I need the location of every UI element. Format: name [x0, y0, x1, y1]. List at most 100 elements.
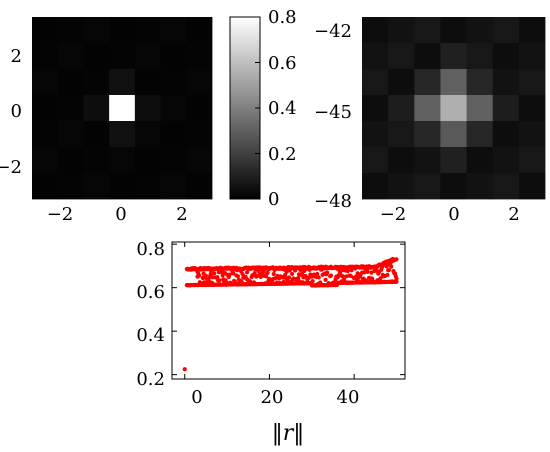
- scatter-point: [271, 271, 276, 277]
- heatmap-left-cell: [109, 121, 136, 148]
- heatmap-left-cell: [109, 173, 136, 200]
- heatmap-left-cell: [186, 147, 213, 174]
- scatter-point: [196, 273, 202, 278]
- scatter-point: [286, 275, 292, 280]
- scatter-point: [223, 278, 228, 283]
- heatmap-right-cell: [440, 69, 467, 96]
- scatter-point: [217, 278, 222, 283]
- heatmap-right-cell: [518, 43, 546, 70]
- heatmap-right-xtick-right: 2: [508, 204, 519, 225]
- scatter-xtick-0: 0: [191, 387, 202, 408]
- scatter-point: [215, 275, 220, 280]
- heatmap-left-cell: [134, 43, 161, 70]
- heatmap-right-cell: [388, 69, 415, 96]
- heatmap-right-cell: [492, 147, 520, 174]
- heatmap-left-xtick-left: −2: [47, 204, 74, 225]
- scatter-point: [283, 272, 288, 277]
- heatmap-right-cell: [414, 95, 441, 122]
- heatmap-left-cell: [32, 95, 59, 122]
- heatmap-right-cell: [440, 173, 467, 200]
- heatmap-left-ytick-bottom: −2: [0, 157, 22, 178]
- heatmap-left-cell: [32, 17, 59, 44]
- heatmap-right-cell: [518, 17, 546, 44]
- heatmap-right-xtick-mid: 0: [448, 204, 459, 225]
- heatmap-left-xtick-right: 2: [176, 204, 187, 225]
- heatmap-left-cell: [32, 69, 59, 96]
- scatter-xtick-20: 20: [261, 387, 284, 408]
- heatmap-right-cell: [388, 17, 415, 44]
- heatmap-left-cell: [160, 95, 187, 122]
- scatter-point: [325, 270, 330, 275]
- heatmap-right-cell: [362, 17, 389, 44]
- heatmap-left-cell: [32, 121, 59, 148]
- heatmap-right-cell: [492, 43, 520, 70]
- heatmap-left-cell: [160, 69, 187, 96]
- heatmap-left-cell: [160, 43, 187, 70]
- heatmap-left-cell: [109, 17, 136, 44]
- colorbar: 0.8 0.6 0.4 0.2 0: [229, 7, 297, 210]
- scatter-points: [182, 256, 399, 372]
- heatmap-right-cell: [414, 121, 441, 148]
- heatmap-right-cell: [492, 17, 520, 44]
- scatter-ytick-0.6: 0.6: [136, 282, 165, 303]
- heatmap-left: 2 0 −2 −2 0 2: [0, 17, 213, 225]
- scatter-point: [212, 271, 217, 276]
- scatter-point: [328, 273, 334, 278]
- heatmap-right: −42 −45 −48 −2 0 2: [314, 17, 546, 225]
- scatter-ytick-0.2: 0.2: [136, 369, 165, 390]
- scatter-xlabel: ‖r‖: [272, 421, 305, 446]
- heatmap-right-cell: [492, 173, 520, 200]
- heatmap-right-cell: [492, 69, 520, 96]
- heatmap-right-cell: [414, 43, 441, 70]
- heatmap-left-ytick-mid: 0: [11, 101, 22, 122]
- heatmap-left-cell: [134, 121, 161, 148]
- scatter-point: [385, 272, 390, 278]
- scatter-point: [378, 276, 383, 281]
- scatter-point: [386, 267, 391, 273]
- heatmap-right-cell: [466, 147, 494, 174]
- heatmap-left-cell: [186, 121, 213, 148]
- heatmap-left-cell: [57, 121, 84, 148]
- heatmap-right-cell: [440, 147, 467, 174]
- heatmap-left-cell: [57, 43, 84, 70]
- heatmap-right-cell: [388, 173, 415, 200]
- heatmap-left-cell: [186, 173, 213, 200]
- heatmap-left-cell: [186, 43, 213, 70]
- scatter-point: [296, 276, 301, 281]
- colorbar-tick-0.6: 0.6: [268, 53, 297, 74]
- scatter-point: [206, 278, 212, 284]
- heatmap-right-ytick-mid: −45: [314, 102, 352, 123]
- scatter-point: [191, 266, 197, 271]
- heatmap-left-cell: [160, 147, 187, 174]
- scatter-point: [252, 271, 257, 276]
- heatmap-left-cell: [186, 95, 213, 122]
- heatmap-right-cell: [362, 43, 389, 70]
- heatmap-right-cell: [466, 121, 494, 148]
- heatmap-right-cell: [466, 173, 494, 200]
- scatter-point: [264, 274, 269, 279]
- scatter-point: [384, 264, 389, 269]
- scatter-point: [340, 274, 345, 279]
- heatmap-left-cell: [109, 69, 136, 96]
- heatmap-right-cell: [440, 43, 467, 70]
- heatmap-left-cell: [83, 121, 110, 148]
- heatmap-right-cell: [388, 147, 415, 174]
- scatter-point: [345, 268, 350, 274]
- heatmap-left-cell: [57, 95, 84, 122]
- scatter-point: [227, 272, 232, 277]
- scatter-point: [389, 264, 394, 269]
- heatmap-right-cell: [414, 69, 441, 96]
- scatter-point: [394, 276, 399, 281]
- heatmap-right-cell: [440, 121, 467, 148]
- scatter-xtick-40: 40: [337, 387, 360, 408]
- scatter-ytick-0.8: 0.8: [136, 239, 165, 260]
- heatmap-right-cell: [414, 173, 441, 200]
- heatmap-right-cell: [388, 43, 415, 70]
- heatmap-right-cell: [440, 95, 467, 122]
- heatmap-left-cell: [57, 147, 84, 174]
- heatmap-left-cell: [83, 69, 110, 96]
- colorbar-tick-0.4: 0.4: [268, 98, 297, 119]
- heatmap-right-cell: [466, 69, 494, 96]
- heatmap-left-cell: [109, 95, 136, 122]
